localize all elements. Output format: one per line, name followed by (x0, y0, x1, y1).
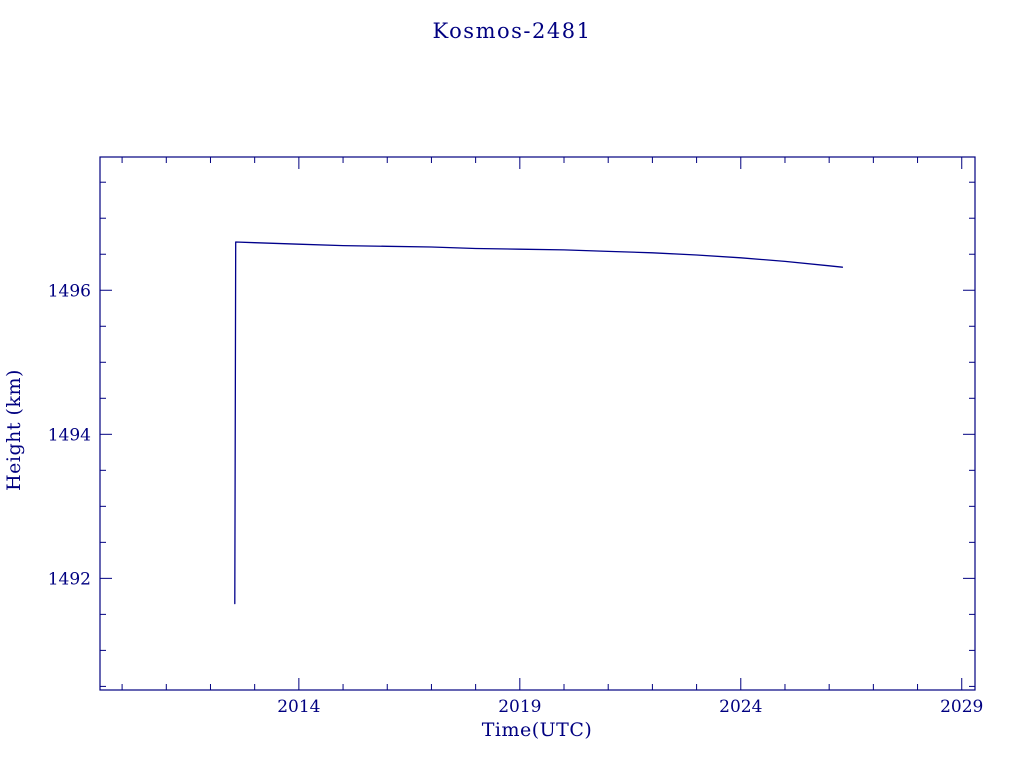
x-tick-label: 2029 (940, 697, 983, 717)
plot-frame (99, 156, 976, 691)
height-series-line (234, 241, 844, 605)
x-axis-label: Time(UTC) (482, 719, 593, 741)
y-tick-label: 1494 (48, 425, 91, 445)
y-tick-label: 1492 (48, 569, 91, 589)
chart-title: Kosmos-2481 (433, 19, 592, 43)
y-axis-label: Height (km) (3, 369, 25, 491)
plot-drawn-elements: 2014 2019 2024 2029 1492 1494 1496 (48, 156, 983, 717)
x-tick-label: 2019 (498, 697, 541, 717)
x-tick-label: 2024 (719, 697, 762, 717)
x-tick-label: 2014 (277, 697, 320, 717)
y-tick-label: 1496 (48, 281, 91, 301)
